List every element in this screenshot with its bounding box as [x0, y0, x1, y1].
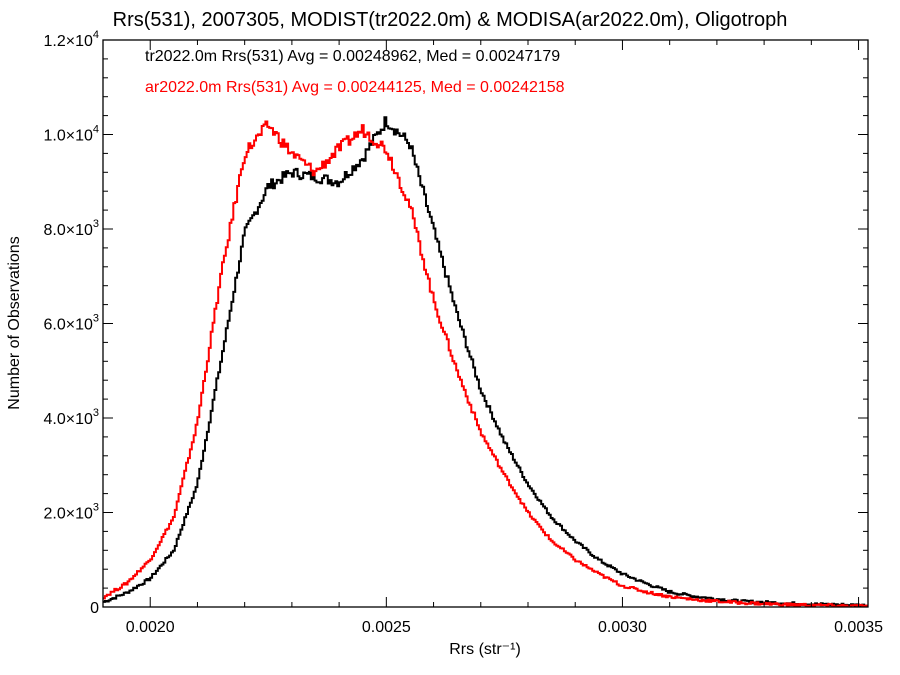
x-tick-label: 0.0030	[598, 619, 647, 636]
y-tick-label: 4.0×103	[43, 407, 99, 428]
series-line-tr2022.0m	[103, 116, 868, 607]
x-axis-label: Rrs (str⁻¹)	[449, 641, 521, 658]
series-annotation-ar: ar2022.0m Rrs(531) Avg = 0.00244125, Med…	[145, 79, 565, 96]
y-tick-label: 8.0×103	[43, 218, 99, 239]
series-annotation-tr: tr2022.0m Rrs(531) Avg = 0.00248962, Med…	[145, 48, 560, 65]
y-tick-label: 1.2×104	[43, 29, 99, 50]
x-tick-label: 0.0025	[362, 619, 411, 636]
series-line-ar2022.0m	[103, 120, 868, 607]
y-tick-label: 2.0×103	[43, 502, 99, 523]
chart-title: Rrs(531), 2007305, MODIST(tr2022.0m) & M…	[113, 9, 788, 31]
x-tick-label: 0.0020	[126, 619, 175, 636]
y-tick-label: 1.0×104	[43, 124, 99, 145]
y-tick-label: 6.0×103	[43, 313, 99, 334]
x-tick-label: 0.0035	[834, 619, 883, 636]
plot-frame	[102, 39, 869, 608]
y-axis-label: Number of Observations	[6, 236, 23, 409]
y-tick-label: 0	[90, 600, 99, 617]
